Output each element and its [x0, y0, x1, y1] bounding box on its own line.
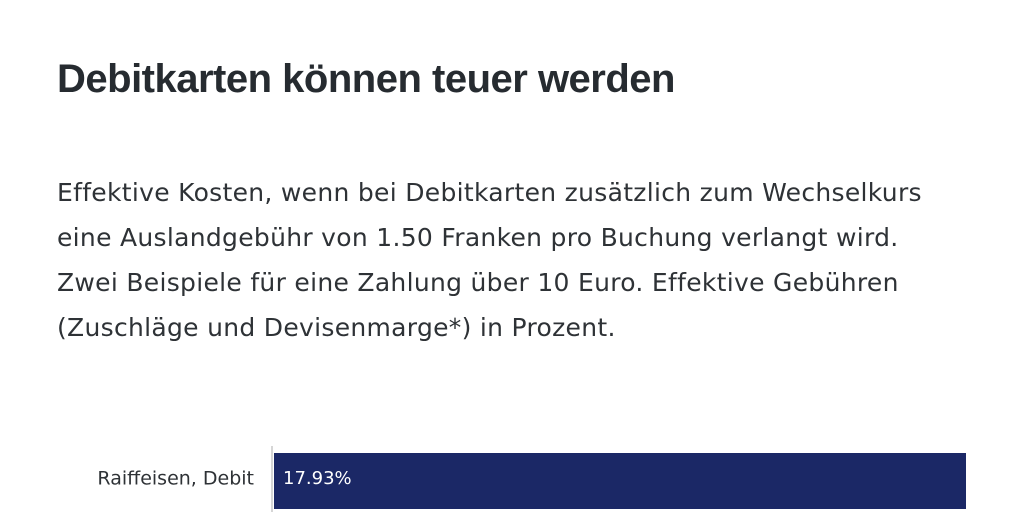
bar-chart: Raiffeisen, Debit 17.93% — [0, 440, 1024, 512]
bar-chart-svg: Raiffeisen, Debit 17.93% — [97, 446, 966, 512]
bar — [274, 453, 966, 509]
chart-title: Debitkarten können teuer werden — [57, 57, 675, 101]
category-label: Raiffeisen, Debit — [97, 468, 254, 490]
value-label: 17.93% — [283, 468, 352, 489]
chart-subtitle: Effektive Kosten, wenn bei Debitkarten z… — [57, 178, 922, 342]
